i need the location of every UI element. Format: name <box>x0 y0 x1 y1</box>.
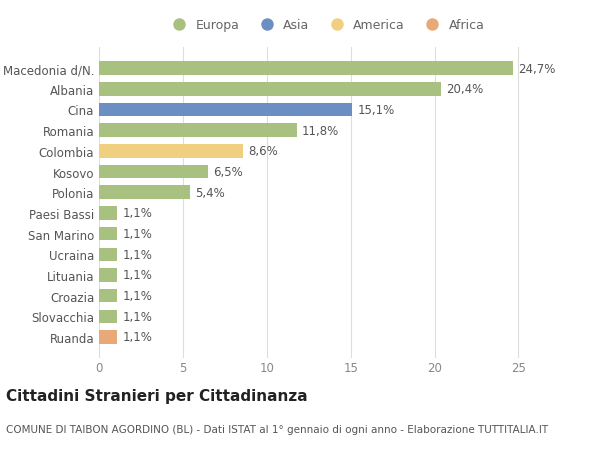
Bar <box>99 83 441 96</box>
Bar <box>99 145 243 158</box>
Text: 24,7%: 24,7% <box>518 62 556 75</box>
Bar <box>99 124 297 138</box>
Text: 20,4%: 20,4% <box>446 83 484 96</box>
Bar <box>99 186 190 200</box>
Text: 11,8%: 11,8% <box>302 124 339 137</box>
Bar <box>99 330 118 344</box>
Text: 1,1%: 1,1% <box>122 248 152 261</box>
Text: 8,6%: 8,6% <box>248 145 278 158</box>
Text: 1,1%: 1,1% <box>122 269 152 282</box>
Text: 1,1%: 1,1% <box>122 207 152 220</box>
Bar <box>99 165 208 179</box>
Text: 6,5%: 6,5% <box>213 166 243 179</box>
Text: 5,4%: 5,4% <box>194 186 224 199</box>
Text: 1,1%: 1,1% <box>122 290 152 302</box>
Bar <box>99 104 352 117</box>
Text: 1,1%: 1,1% <box>122 331 152 344</box>
Text: 1,1%: 1,1% <box>122 310 152 323</box>
Bar <box>99 289 118 302</box>
Bar <box>99 62 514 76</box>
Bar <box>99 248 118 261</box>
Text: 1,1%: 1,1% <box>122 228 152 241</box>
Text: COMUNE DI TAIBON AGORDINO (BL) - Dati ISTAT al 1° gennaio di ogni anno - Elabora: COMUNE DI TAIBON AGORDINO (BL) - Dati IS… <box>6 425 548 435</box>
Legend: Europa, Asia, America, Africa: Europa, Asia, America, Africa <box>161 14 490 37</box>
Bar <box>99 207 118 220</box>
Bar <box>99 269 118 282</box>
Text: Cittadini Stranieri per Cittadinanza: Cittadini Stranieri per Cittadinanza <box>6 388 308 403</box>
Text: 15,1%: 15,1% <box>358 104 395 117</box>
Bar <box>99 310 118 323</box>
Bar <box>99 227 118 241</box>
